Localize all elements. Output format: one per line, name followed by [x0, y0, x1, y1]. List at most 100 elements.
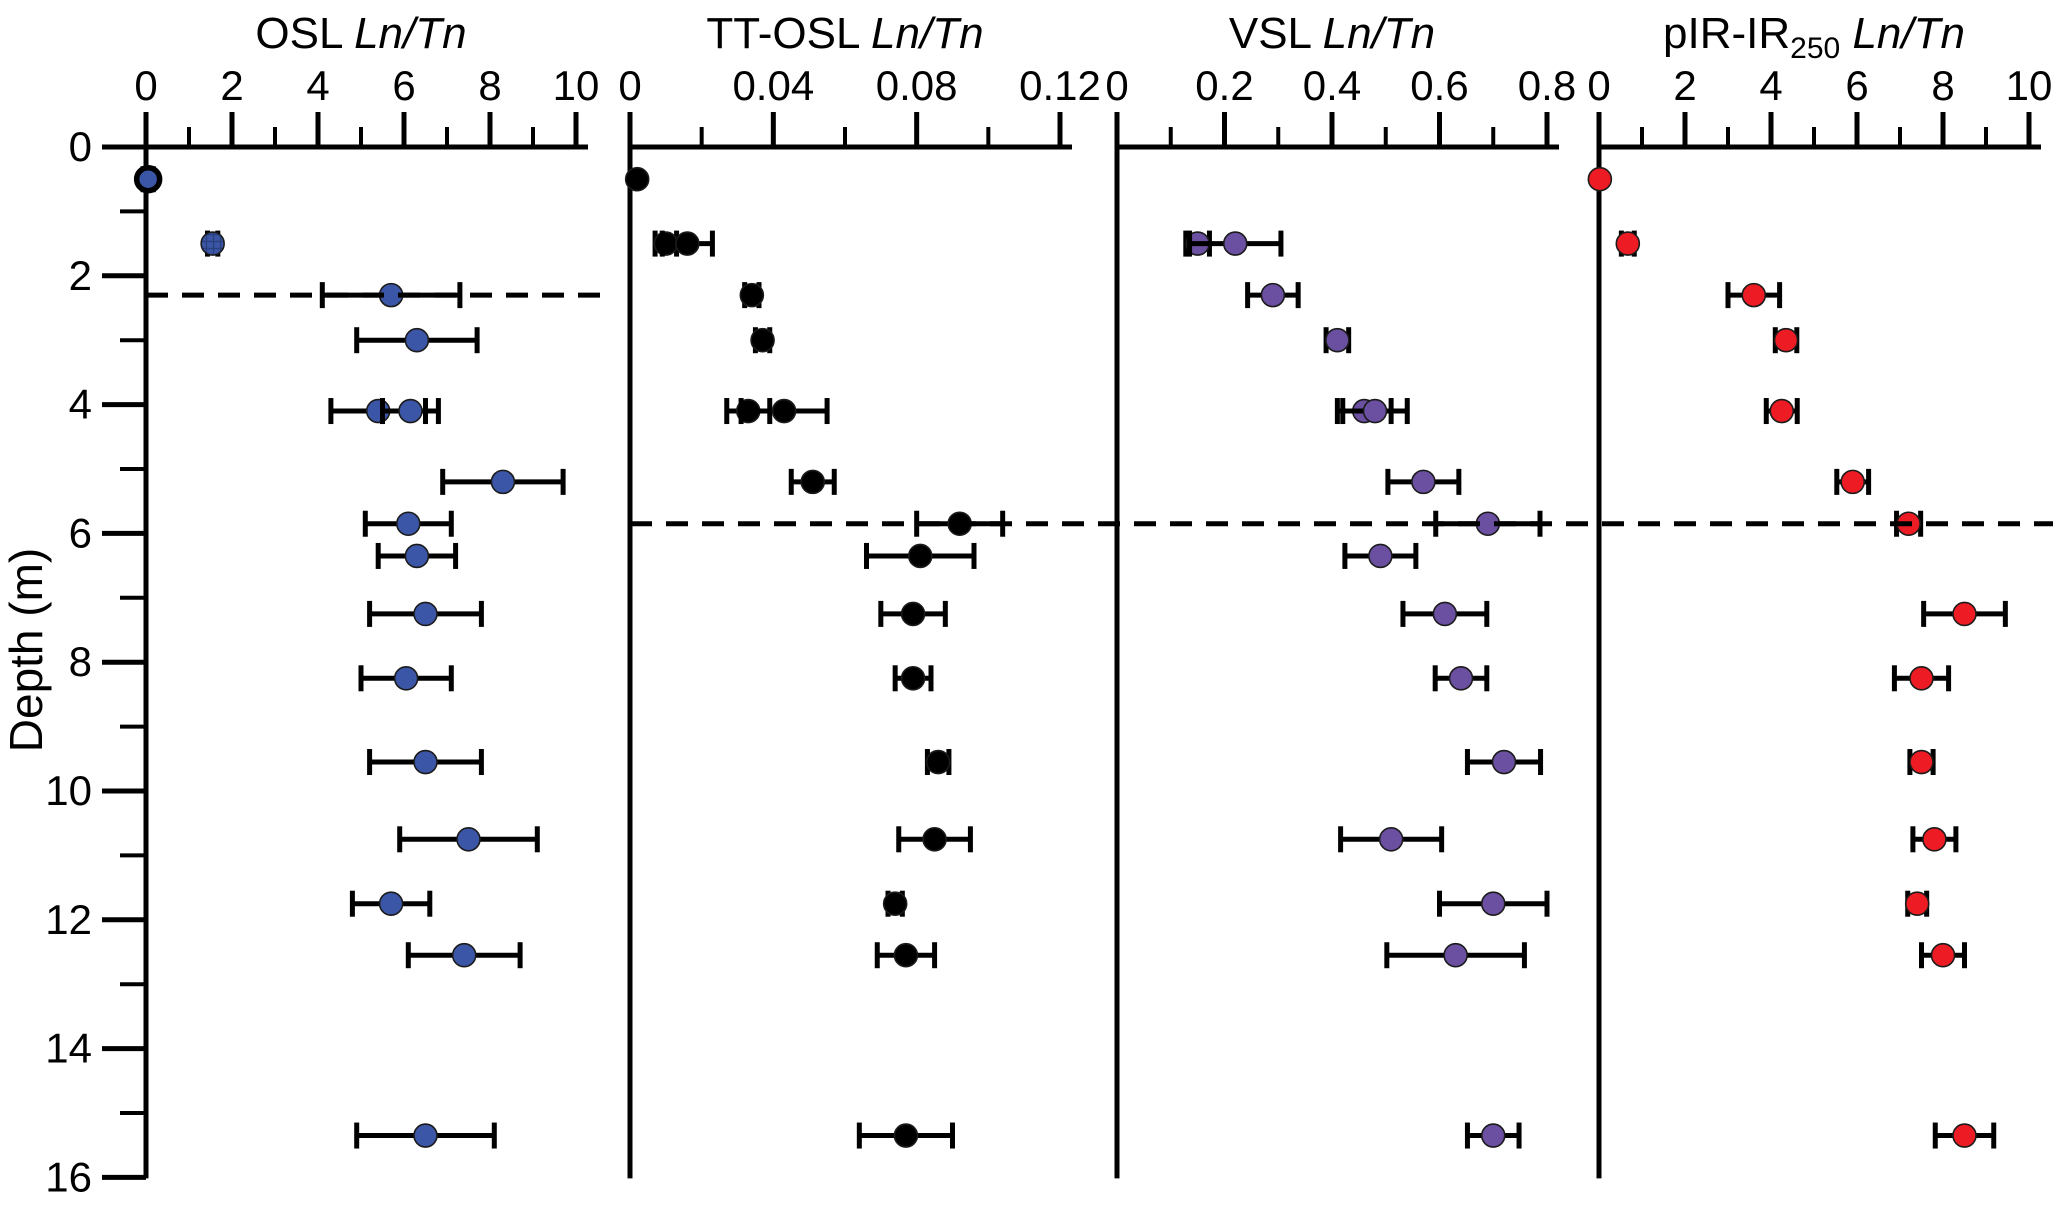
data-point-group — [349, 890, 433, 917]
data-point — [413, 749, 438, 775]
data-point-group — [750, 327, 775, 354]
data-point-group — [354, 327, 480, 354]
data-point — [1325, 327, 1350, 353]
data-point-group — [1587, 166, 1613, 192]
x-tick-label: 6 — [1845, 62, 1868, 109]
x-tick-label: 0 — [1105, 62, 1128, 109]
data-point — [1769, 398, 1795, 424]
x-tick-label: 0.12 — [1019, 62, 1101, 109]
x-tick-label: 4 — [1759, 62, 1782, 109]
x-tick-label: 0.08 — [876, 62, 958, 109]
data-point-group — [354, 1122, 497, 1149]
y-tick-label: 0 — [69, 123, 92, 170]
data-point-group — [1464, 749, 1544, 776]
data-point-group — [739, 282, 765, 309]
data-point — [900, 665, 926, 691]
data-point — [1909, 749, 1934, 775]
data-point-group — [358, 665, 454, 692]
data-point-group — [1432, 665, 1490, 692]
data-point — [739, 282, 765, 308]
panel-title-osl: OSL Ln/Tn — [255, 9, 466, 58]
x-tick-label: 10 — [2006, 62, 2053, 109]
data-point — [404, 327, 430, 353]
data-point — [1378, 826, 1404, 852]
x-tick-label: 0 — [618, 62, 641, 109]
data-point — [1491, 749, 1517, 775]
data-point — [1952, 1123, 1977, 1148]
data-point-group — [440, 468, 566, 495]
data-point — [413, 601, 438, 627]
data-point — [893, 942, 919, 968]
data-point-group — [1385, 468, 1462, 495]
data-point-group — [892, 665, 934, 692]
data-point-group — [1763, 398, 1800, 425]
data-point-group — [133, 164, 163, 194]
data-point — [413, 1123, 438, 1148]
panel-tt-osl: 0 0.04 0.08 0.12 TT-OSL Ln/Tn — [618, 9, 1101, 1179]
data-point-group — [624, 166, 650, 192]
data-point-group — [375, 542, 459, 569]
data-point — [490, 469, 516, 495]
data-point-group — [788, 468, 837, 495]
y-tick-label: 4 — [69, 381, 92, 428]
data-point — [893, 1123, 919, 1148]
data-point-group — [1464, 1122, 1522, 1149]
data-point-group — [1433, 510, 1543, 537]
panel-title-tt-osl: TT-OSL Ln/Tn — [706, 9, 983, 58]
data-point — [378, 891, 404, 917]
data-point — [404, 543, 430, 569]
data-point — [1930, 942, 1956, 968]
data-point — [1922, 826, 1947, 852]
data-point — [1411, 469, 1436, 495]
data-point — [200, 231, 225, 256]
data-point-group — [367, 749, 484, 776]
data-point-group — [896, 826, 973, 853]
data-point-group — [1919, 942, 1967, 969]
y-tick-label: 12 — [45, 896, 92, 943]
x-tick-label: 4 — [306, 62, 329, 109]
x-tick-label: 0 — [1587, 62, 1610, 109]
data-point — [800, 469, 826, 495]
data-point-group — [1437, 890, 1550, 917]
data-point-group — [380, 398, 441, 425]
data-point — [1773, 327, 1799, 353]
data-point-group — [1891, 665, 1952, 692]
data-point — [1260, 282, 1286, 308]
data-point-group — [362, 510, 454, 537]
data-point — [1480, 1123, 1506, 1148]
data-point — [1362, 398, 1388, 424]
data-point-group — [1910, 826, 1959, 853]
data-point — [1615, 231, 1641, 256]
data-point — [925, 749, 951, 775]
depth-axis-label: Depth (m) — [0, 548, 52, 752]
panel-vsl: 0 0.2 0.4 0.6 0.8 VSL Ln/Tn — [1105, 9, 1576, 1179]
data-point — [1443, 942, 1468, 968]
data-point-group — [738, 398, 830, 425]
data-point-group — [1323, 327, 1352, 354]
data-point-group — [874, 942, 938, 969]
data-point-group — [1834, 468, 1872, 495]
x-tick-label: 10 — [553, 62, 600, 109]
data-point-group — [1772, 327, 1800, 354]
data-point — [1448, 665, 1474, 691]
data-point — [1222, 231, 1248, 256]
x-tick-label: 6 — [392, 62, 415, 109]
x-tick-label: 0.2 — [1195, 62, 1253, 109]
data-point — [900, 601, 926, 627]
data-point-group — [1384, 942, 1527, 969]
data-point-group — [367, 600, 484, 627]
data-point-group — [924, 749, 952, 776]
data-point — [393, 665, 419, 691]
data-point-group — [200, 230, 225, 257]
data-point-group — [1921, 600, 2008, 627]
x-tick-label: 8 — [478, 62, 501, 109]
data-point-group — [1725, 282, 1783, 309]
data-point — [771, 398, 797, 424]
data-point-group — [659, 230, 715, 257]
y-tick-label: 2 — [69, 252, 92, 299]
data-point — [750, 327, 775, 353]
x-tick-label: 0.8 — [1518, 62, 1576, 109]
